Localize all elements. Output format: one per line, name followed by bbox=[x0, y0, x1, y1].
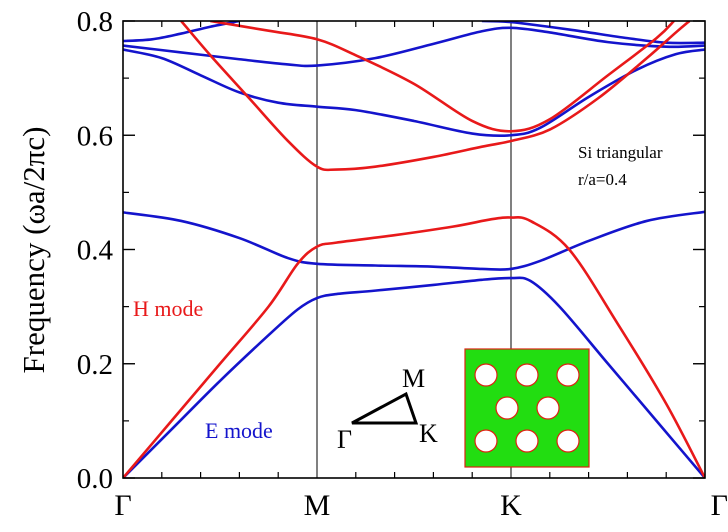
x-tick-label-Γ: Γ bbox=[114, 489, 131, 522]
h-mode-band-9 bbox=[210, 21, 675, 133]
y-tick-labels: 0.0 0.2 0.4 0.6 0.8 bbox=[77, 6, 114, 495]
plot-frame bbox=[122, 20, 706, 479]
y-axis-label: Frequency (ωa/2πc) bbox=[16, 127, 51, 374]
band-curves bbox=[123, 21, 705, 478]
e-mode-band-5 bbox=[123, 21, 240, 43]
x-tick-label-Γ: Γ bbox=[711, 489, 728, 522]
y-tick-label: 0.6 bbox=[77, 120, 113, 152]
e-mode-band-4 bbox=[123, 26, 705, 68]
h-mode-label: H mode bbox=[133, 296, 203, 321]
e-mode-band-2 bbox=[123, 210, 705, 271]
lattice-hole bbox=[474, 363, 498, 387]
e-mode-band-3 bbox=[123, 48, 705, 138]
brillouin-zone-diagram: Γ M K bbox=[337, 364, 438, 454]
lattice-hole bbox=[474, 429, 498, 453]
e-mode-label: E mode bbox=[205, 418, 273, 443]
lattice-hole bbox=[515, 363, 539, 387]
axis-ticks bbox=[123, 20, 705, 479]
bz-k-label: K bbox=[419, 419, 438, 448]
lattice-hole bbox=[556, 363, 580, 387]
lattice-hole bbox=[515, 429, 539, 453]
y-tick-label: 0.8 bbox=[77, 6, 113, 38]
y-tick-label: 0.2 bbox=[77, 349, 113, 381]
x-tick-label-M: M bbox=[304, 489, 331, 522]
e-mode-band-6 bbox=[481, 21, 705, 45]
ratio-label: r/a=0.4 bbox=[578, 170, 627, 189]
lattice-hole bbox=[556, 429, 580, 453]
lattice-hole bbox=[495, 396, 519, 420]
h-mode-band-8 bbox=[180, 21, 691, 172]
y-tick-label: 0.4 bbox=[77, 235, 114, 267]
material-label: Si triangular bbox=[578, 143, 663, 162]
e-mode-band-1 bbox=[123, 276, 705, 478]
lattice-hole bbox=[536, 396, 560, 420]
bz-gamma-label: Γ bbox=[337, 425, 352, 454]
brillouin-zone-triangle bbox=[351, 391, 419, 425]
y-tick-label: 0.0 bbox=[77, 463, 113, 495]
h-mode-band-7 bbox=[123, 216, 705, 478]
lattice-inset bbox=[464, 348, 590, 468]
bz-m-label: M bbox=[402, 364, 425, 393]
x-tick-label-K: K bbox=[500, 489, 522, 522]
